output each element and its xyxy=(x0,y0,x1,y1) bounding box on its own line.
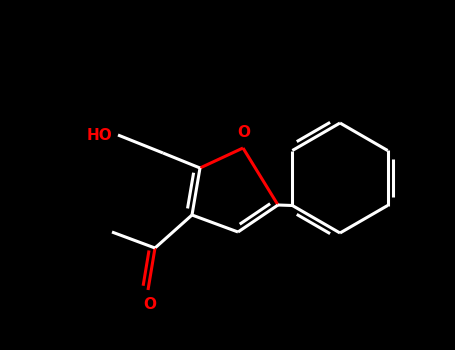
Text: HO: HO xyxy=(86,127,112,142)
Text: O: O xyxy=(238,125,251,140)
Text: O: O xyxy=(143,297,157,312)
